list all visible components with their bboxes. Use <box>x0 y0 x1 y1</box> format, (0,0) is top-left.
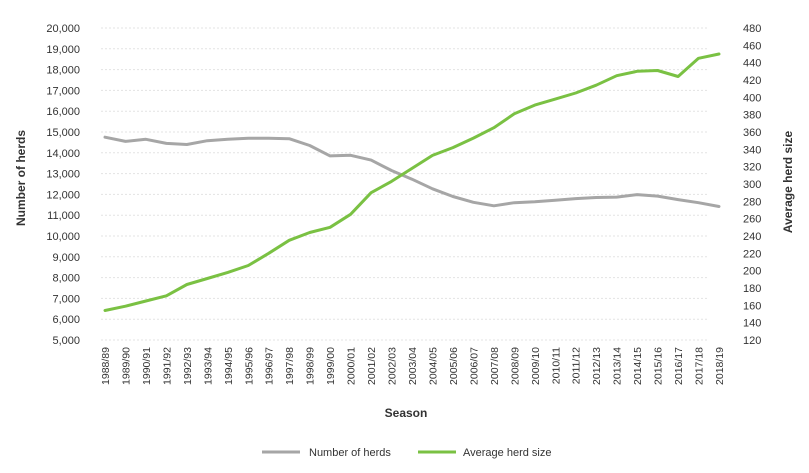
right-tick-label: 460 <box>743 40 761 52</box>
x-tick-label: 1990/91 <box>141 347 153 385</box>
left-tick-label: 20,000 <box>46 23 80 35</box>
series-line-average-herd-size <box>103 52 721 312</box>
right-tick-label: 320 <box>743 162 761 174</box>
left-tick-label: 14,000 <box>46 148 80 160</box>
right-tick-label: 380 <box>743 110 761 122</box>
series-line-number-of-herds <box>103 135 721 208</box>
left-tick-label: 17,000 <box>46 85 80 97</box>
x-axis-ticks: 1988/89 1989/90 1990/91 1991/92 1992/93 1993/… <box>100 347 726 385</box>
x-tick-label: 1999/00 <box>325 347 337 385</box>
right-tick-label: 200 <box>743 266 761 278</box>
left-tick-label: 13,000 <box>46 169 80 181</box>
x-tick-label: 2001/02 <box>366 347 378 385</box>
x-tick-label: 2004/05 <box>427 347 439 385</box>
right-tick-label: 160 <box>743 300 761 312</box>
right-tick-label: 140 <box>743 318 761 330</box>
series-lines <box>103 52 721 312</box>
x-tick-label: 2014/15 <box>632 347 644 385</box>
right-tick-label: 280 <box>743 196 761 208</box>
right-tick-label: 400 <box>743 92 761 104</box>
left-tick-label: 5,000 <box>52 335 80 347</box>
legend-label-number-of-herds: Number of herds <box>309 447 391 459</box>
left-tick-label: 6,000 <box>52 314 80 326</box>
left-tick-label: 18,000 <box>46 65 80 77</box>
right-tick-label: 180 <box>743 283 761 295</box>
right-tick-label: 240 <box>743 231 761 243</box>
x-tick-label: 1998/99 <box>305 347 317 385</box>
y-axis-right-title: Average herd size <box>781 131 795 234</box>
legend: Number of herds Average herd size <box>262 447 551 459</box>
right-axis-ticks: 120 140 160 180 200 220 240 260 280 300 320 340 360 3… <box>743 23 761 347</box>
left-tick-label: 7,000 <box>52 293 80 305</box>
right-tick-label: 440 <box>743 58 761 70</box>
x-tick-label: 2003/04 <box>407 347 419 385</box>
x-tick-label: 2000/01 <box>346 347 358 385</box>
left-tick-label: 10,000 <box>46 231 80 243</box>
left-axis-ticks: 5,000 6,000 7,000 8,000 9,000 10,000 11,000 12,… <box>46 23 80 347</box>
left-tick-label: 12,000 <box>46 189 80 201</box>
x-tick-label: 2017/18 <box>694 347 706 385</box>
left-tick-label: 19,000 <box>46 44 80 56</box>
x-tick-label: 2009/10 <box>530 347 542 385</box>
x-tick-label: 1996/97 <box>264 347 276 385</box>
right-tick-label: 420 <box>743 75 761 87</box>
right-tick-label: 360 <box>743 127 761 139</box>
x-tick-label: 2010/11 <box>550 347 562 384</box>
x-tick-label: 2006/07 <box>468 347 480 385</box>
left-tick-label: 15,000 <box>46 127 80 139</box>
x-tick-label: 1988/89 <box>100 347 112 385</box>
x-tick-label: 1989/90 <box>120 347 132 385</box>
x-tick-label: 2007/08 <box>489 347 501 385</box>
right-tick-label: 300 <box>743 179 761 191</box>
x-tick-label: 2013/14 <box>612 347 624 385</box>
x-tick-label: 2018/19 <box>714 347 726 385</box>
right-tick-label: 260 <box>743 214 761 226</box>
right-tick-label: 120 <box>743 335 761 347</box>
legend-label-average-herd-size: Average herd size <box>463 447 551 459</box>
left-tick-label: 9,000 <box>52 252 80 264</box>
x-tick-label: 2002/03 <box>387 347 399 385</box>
left-tick-label: 11,000 <box>47 210 80 222</box>
x-tick-label: 2005/06 <box>448 347 460 385</box>
x-tick-label: 1994/95 <box>223 347 235 385</box>
right-tick-label: 220 <box>743 248 761 260</box>
left-tick-label: 16,000 <box>46 106 80 118</box>
x-tick-label: 1992/93 <box>182 347 194 385</box>
x-tick-label: 1991/92 <box>161 347 173 385</box>
x-axis-title: Season <box>385 406 428 420</box>
x-tick-label: 2016/17 <box>673 347 685 385</box>
right-tick-label: 480 <box>743 23 761 35</box>
y-axis-left-title: Number of herds <box>14 130 28 226</box>
x-tick-label: 2011/12 <box>571 347 583 384</box>
x-tick-label: 1997/98 <box>284 347 296 385</box>
x-tick-label: 2008/09 <box>509 347 521 385</box>
left-tick-label: 8,000 <box>52 273 80 285</box>
x-tick-label: 1993/94 <box>202 347 214 385</box>
x-tick-label: 2015/16 <box>653 347 665 385</box>
right-tick-label: 340 <box>743 144 761 156</box>
x-tick-label: 2012/13 <box>591 347 603 385</box>
gridlines <box>101 27 708 341</box>
x-tick-label: 1995/96 <box>243 347 255 385</box>
